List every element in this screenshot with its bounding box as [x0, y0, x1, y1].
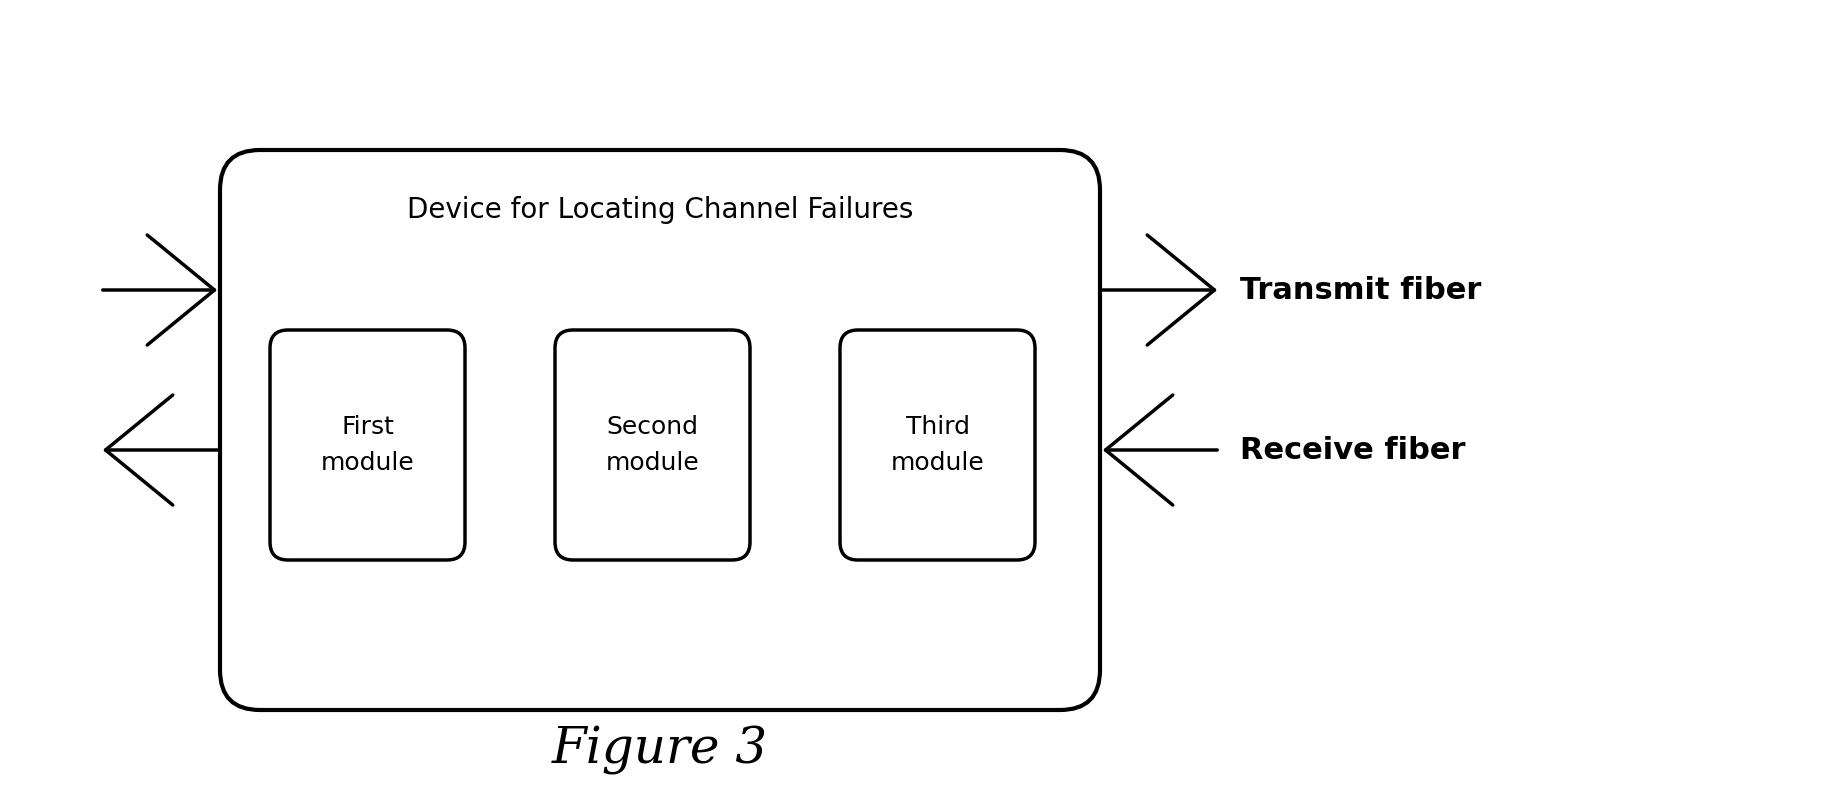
Text: Third
module: Third module [890, 416, 984, 475]
Text: Second
module: Second module [606, 416, 699, 475]
FancyBboxPatch shape [554, 330, 751, 560]
Text: Receive fiber: Receive fiber [1240, 435, 1466, 465]
Text: Figure 3: Figure 3 [552, 725, 769, 775]
Text: Device for Locating Channel Failures: Device for Locating Channel Failures [407, 196, 914, 224]
Text: Transmit fiber: Transmit fiber [1240, 276, 1481, 304]
Text: First
module: First module [321, 416, 415, 475]
FancyBboxPatch shape [840, 330, 1035, 560]
FancyBboxPatch shape [270, 330, 464, 560]
FancyBboxPatch shape [220, 150, 1099, 710]
